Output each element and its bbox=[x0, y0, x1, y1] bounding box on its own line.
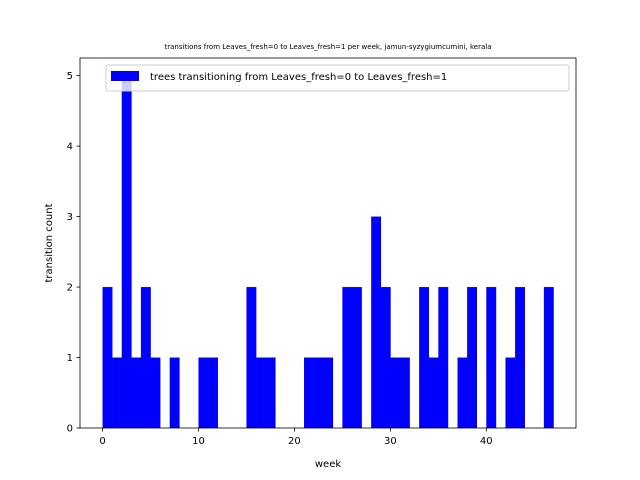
bar-week-38 bbox=[467, 287, 478, 428]
y-tick-label: 2 bbox=[67, 283, 73, 294]
y-tick-label: 5 bbox=[67, 71, 73, 82]
bar-week-0 bbox=[102, 287, 113, 428]
x-tick-label: 0 bbox=[99, 436, 105, 447]
bar-week-10 bbox=[198, 357, 209, 428]
x-axis-ticks: 0 10 20 30 40 bbox=[99, 428, 493, 447]
legend: trees transitioning from Leaves_fresh=0 … bbox=[105, 64, 570, 92]
y-tick-label: 4 bbox=[67, 142, 73, 153]
bar-week-43 bbox=[515, 287, 525, 428]
plot-frame bbox=[79, 57, 577, 429]
bar-week-17 bbox=[265, 357, 276, 428]
x-axis-title: week bbox=[315, 459, 341, 470]
bar-week-42 bbox=[505, 357, 516, 428]
bar-week-46 bbox=[543, 287, 554, 428]
bar-week-25 bbox=[342, 287, 353, 428]
bar-week-7 bbox=[169, 357, 180, 428]
bar-week-16 bbox=[256, 357, 266, 428]
y-axis-ticks: 0 1 2 3 4 5 bbox=[67, 71, 80, 435]
bar-week-33 bbox=[419, 287, 430, 428]
y-tick-label: 1 bbox=[67, 353, 73, 364]
y-axis-title: transition count bbox=[44, 203, 55, 282]
bar-week-21 bbox=[304, 357, 314, 428]
x-tick-label: 10 bbox=[192, 436, 205, 447]
bar-week-4 bbox=[140, 287, 151, 428]
bar-week-2 bbox=[121, 75, 132, 428]
bar-week-22 bbox=[313, 357, 324, 428]
y-tick-label: 3 bbox=[67, 212, 73, 223]
bars-group bbox=[102, 75, 554, 428]
bar-week-26 bbox=[351, 287, 362, 428]
bar-week-35 bbox=[438, 287, 449, 428]
bar-week-28 bbox=[371, 216, 382, 428]
legend-frame bbox=[105, 64, 570, 92]
chart-title: transitions from Leaves_fresh=0 to Leave… bbox=[165, 43, 492, 51]
bar-week-30 bbox=[390, 357, 401, 428]
bar-week-40 bbox=[486, 287, 497, 428]
legend-swatch bbox=[111, 71, 139, 81]
bar-week-1 bbox=[112, 357, 123, 428]
x-tick-label: 30 bbox=[384, 436, 397, 447]
y-tick-label: 0 bbox=[67, 424, 73, 435]
bar-week-15 bbox=[246, 287, 257, 428]
bar-week-37 bbox=[457, 357, 468, 428]
bar-week-11 bbox=[208, 357, 218, 428]
bar-week-23 bbox=[323, 357, 334, 428]
bar-week-3 bbox=[131, 357, 142, 428]
bar-week-5 bbox=[150, 357, 161, 428]
bar-week-34 bbox=[428, 357, 439, 428]
bar-week-31 bbox=[399, 357, 410, 428]
x-tick-label: 40 bbox=[480, 436, 493, 447]
bar-week-29 bbox=[380, 287, 391, 428]
legend-label: trees transitioning from Leaves_fresh=0 … bbox=[150, 72, 447, 83]
x-tick-label: 20 bbox=[288, 436, 301, 447]
